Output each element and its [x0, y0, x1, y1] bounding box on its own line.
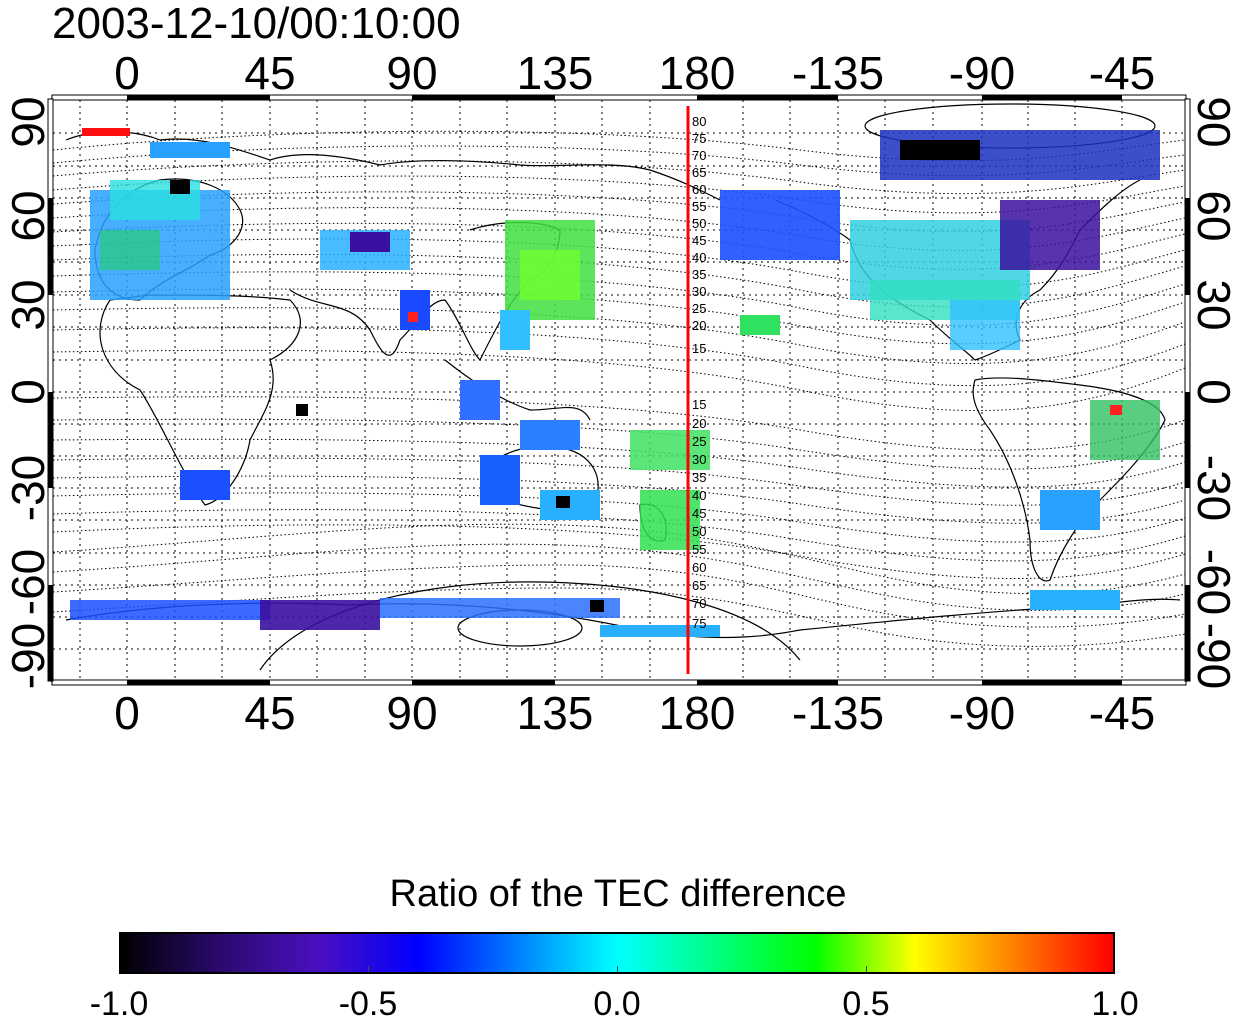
colorbar-tick-label: 0.0 [593, 985, 641, 1023]
contour-label: 45 [692, 506, 706, 521]
map-frame [47, 94, 1191, 686]
contour-label: 70 [692, 148, 706, 163]
colorbar-tick-label: -0.5 [338, 985, 398, 1023]
top-lon-tick: -135 [791, 47, 885, 99]
colorbar-tick-label: -1.0 [89, 985, 149, 1023]
contour-label: 80 [692, 114, 706, 129]
colorbar-tick-mark [617, 966, 618, 972]
contour-label: 30 [692, 284, 706, 299]
contour-label: 60 [692, 560, 706, 575]
contour-label: 55 [692, 199, 706, 214]
contour-label: 20 [692, 318, 706, 333]
top-lon-tick: 45 [244, 47, 296, 99]
colorbar-tick-label: 0.5 [842, 985, 890, 1023]
contour-label: 75 [692, 131, 706, 146]
bottom-lon-tick: -135 [791, 687, 885, 739]
contour-label: 70 [692, 596, 706, 611]
contour-label: 15 [692, 341, 706, 356]
contour-label: 40 [692, 250, 706, 265]
top-lon-tick: 135 [516, 47, 594, 99]
colorbar-tick-label: 1.0 [1091, 985, 1139, 1023]
contour-label: 60 [692, 182, 706, 197]
top-lon-tick: 90 [386, 47, 438, 99]
bottom-lon-tick: 0 [114, 687, 140, 739]
top-lon-tick: 180 [658, 47, 736, 99]
bottom-lon-tick: 135 [516, 687, 594, 739]
colorbar-tick-mark [866, 966, 867, 972]
bottom-lon-tick: -45 [1088, 687, 1156, 739]
contour-label: 30 [692, 452, 706, 467]
contour-label: 75 [692, 616, 706, 631]
contour-label: 65 [692, 165, 706, 180]
contour-label: 50 [692, 524, 706, 539]
bottom-lon-tick: -90 [948, 687, 1016, 739]
page-title: 2003-12-10/00:10:00 [52, 0, 461, 48]
contour-label-group: 80 75 70 65 60 55 50 45 40 35 30 25 20 1… [692, 114, 706, 631]
legend-title: Ratio of the TEC difference [389, 873, 847, 915]
contour-label: 35 [692, 267, 706, 282]
contour-label: 35 [692, 470, 706, 485]
colorbar-tick-mark [368, 966, 369, 972]
contour-label: 45 [692, 233, 706, 248]
contour-label: 20 [692, 416, 706, 431]
contour-label: 25 [692, 301, 706, 316]
top-lon-tick: 0 [114, 47, 140, 99]
contour-label: 25 [692, 434, 706, 449]
contour-label: 50 [692, 216, 706, 231]
top-lon-tick: -45 [1088, 47, 1156, 99]
tec-map: 80 75 70 65 60 55 50 45 40 35 30 25 20 1… [47, 94, 1191, 686]
contour-label: 55 [692, 542, 706, 557]
contour-label: 65 [692, 578, 706, 593]
contour-label: 40 [692, 488, 706, 503]
top-lon-tick: -90 [948, 47, 1016, 99]
bottom-lon-tick: 180 [658, 687, 736, 739]
tec-data-patches [70, 128, 1160, 637]
contour-label: 15 [692, 397, 706, 412]
bottom-lon-tick: 90 [386, 687, 438, 739]
bottom-lon-tick: 45 [244, 687, 296, 739]
